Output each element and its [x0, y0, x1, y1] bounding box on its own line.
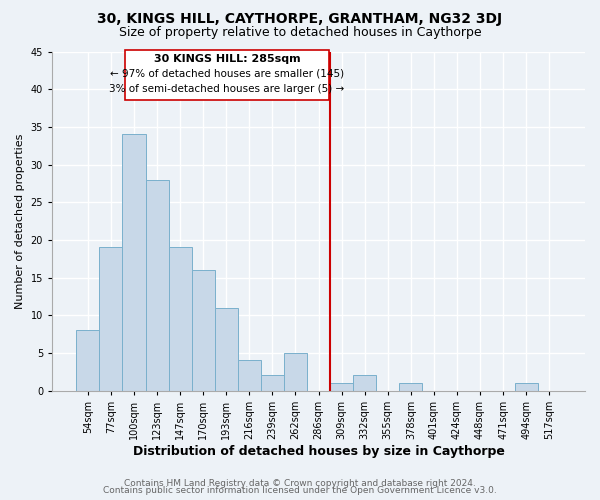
- Text: ← 97% of detached houses are smaller (145): ← 97% of detached houses are smaller (14…: [110, 69, 344, 79]
- Text: Size of property relative to detached houses in Caythorpe: Size of property relative to detached ho…: [119, 26, 481, 39]
- Bar: [238, 360, 261, 390]
- Bar: [330, 383, 353, 390]
- Y-axis label: Number of detached properties: Number of detached properties: [15, 134, 25, 308]
- Text: 30 KINGS HILL: 285sqm: 30 KINGS HILL: 285sqm: [154, 54, 300, 64]
- Bar: [169, 248, 191, 390]
- Text: Contains HM Land Registry data © Crown copyright and database right 2024.: Contains HM Land Registry data © Crown c…: [124, 478, 476, 488]
- Bar: [284, 353, 307, 391]
- Text: 3% of semi-detached houses are larger (5) →: 3% of semi-detached houses are larger (5…: [109, 84, 344, 94]
- Bar: [399, 383, 422, 390]
- Bar: [191, 270, 215, 390]
- Bar: [215, 308, 238, 390]
- Bar: [146, 180, 169, 390]
- Bar: [515, 383, 538, 390]
- Bar: [76, 330, 100, 390]
- FancyBboxPatch shape: [125, 50, 329, 100]
- Bar: [261, 376, 284, 390]
- Bar: [353, 376, 376, 390]
- X-axis label: Distribution of detached houses by size in Caythorpe: Distribution of detached houses by size …: [133, 444, 505, 458]
- Text: Contains public sector information licensed under the Open Government Licence v3: Contains public sector information licen…: [103, 486, 497, 495]
- Bar: [122, 134, 146, 390]
- Text: 30, KINGS HILL, CAYTHORPE, GRANTHAM, NG32 3DJ: 30, KINGS HILL, CAYTHORPE, GRANTHAM, NG3…: [97, 12, 503, 26]
- Bar: [100, 248, 122, 390]
